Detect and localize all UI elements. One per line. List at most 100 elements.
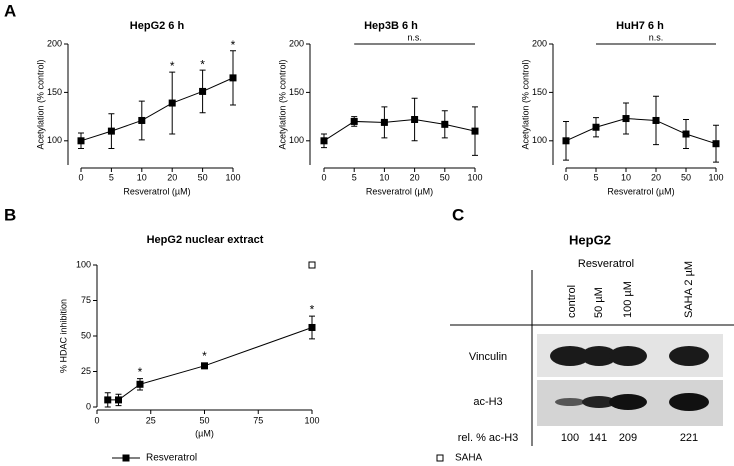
significance: * bbox=[231, 38, 236, 52]
y-tick-label: 150 bbox=[532, 87, 547, 97]
y-tick-label: 25 bbox=[81, 366, 91, 376]
line bbox=[80, 77, 234, 142]
x-tick-label: 0 bbox=[94, 415, 99, 425]
band bbox=[669, 346, 709, 366]
marker bbox=[136, 380, 144, 388]
y-tick-label: 100 bbox=[47, 135, 62, 145]
group-label: Resveratrol bbox=[578, 258, 634, 270]
marker bbox=[712, 140, 720, 148]
y-tick-label: 100 bbox=[76, 259, 91, 269]
row-label: ac-H3 bbox=[473, 396, 502, 408]
y-tick-label: 100 bbox=[289, 135, 304, 145]
x-tick-label: 100 bbox=[708, 172, 723, 182]
x-tick-label: 20 bbox=[651, 172, 661, 182]
marker bbox=[350, 117, 358, 125]
x-axis-label: (µM) bbox=[195, 428, 214, 438]
y-tick-label: 100 bbox=[532, 135, 547, 145]
marker bbox=[320, 137, 328, 145]
y-tick-label: 150 bbox=[289, 87, 304, 97]
quant-value: 100 bbox=[561, 432, 579, 444]
chart-title: HepG2 nuclear extract bbox=[147, 234, 264, 246]
x-tick-label: 5 bbox=[593, 172, 598, 182]
y-axis-label: Acetylation (% control) bbox=[520, 59, 530, 149]
x-tick-label: 0 bbox=[563, 172, 568, 182]
y-tick-label: 200 bbox=[289, 38, 304, 48]
significance: * bbox=[170, 59, 175, 73]
marker bbox=[380, 118, 388, 126]
x-tick-label: 50 bbox=[199, 415, 209, 425]
band bbox=[582, 396, 616, 408]
blot-title: HepG2 bbox=[569, 232, 611, 247]
y-tick-label: 50 bbox=[81, 330, 91, 340]
bracket-label: n.s. bbox=[649, 32, 664, 42]
significance: * bbox=[202, 349, 207, 363]
y-tick-label: 200 bbox=[47, 38, 62, 48]
marker bbox=[592, 123, 600, 131]
marker bbox=[229, 74, 237, 82]
y-tick-label: 75 bbox=[81, 295, 91, 305]
marker bbox=[115, 396, 122, 404]
marker bbox=[441, 120, 449, 128]
chart-title: Hep3B 6 h bbox=[364, 20, 418, 32]
panel-label: C bbox=[452, 205, 464, 224]
x-tick-label: 10 bbox=[137, 172, 147, 182]
x-tick-label: 10 bbox=[379, 172, 389, 182]
line bbox=[565, 118, 717, 145]
x-tick-label: 100 bbox=[225, 172, 240, 182]
marker bbox=[201, 362, 208, 370]
x-axis-label: Resveratrol (µM) bbox=[123, 186, 190, 196]
band bbox=[609, 346, 647, 366]
quant-value: 221 bbox=[680, 432, 698, 444]
x-tick-label: 75 bbox=[253, 415, 263, 425]
band bbox=[581, 346, 617, 366]
y-tick-label: 150 bbox=[47, 87, 62, 97]
chart-title: HuH7 6 h bbox=[616, 20, 664, 32]
lane-label: 50 µM bbox=[593, 287, 605, 318]
y-axis-label: % HDAC inhibition bbox=[58, 299, 68, 373]
x-tick-label: 5 bbox=[352, 172, 357, 182]
marker bbox=[471, 127, 479, 135]
legend-label: SAHA bbox=[455, 453, 483, 464]
x-tick-label: 10 bbox=[621, 172, 631, 182]
quant-label: rel. % ac-H3 bbox=[458, 432, 519, 444]
lane-label: control bbox=[566, 285, 578, 318]
marker bbox=[77, 137, 85, 145]
lane-label: SAHA 2 µM bbox=[683, 261, 695, 318]
panel-label: A bbox=[4, 1, 16, 20]
x-tick-label: 100 bbox=[467, 172, 482, 182]
marker bbox=[168, 99, 176, 107]
band bbox=[555, 398, 585, 406]
x-axis-label: Resveratrol (µM) bbox=[607, 186, 674, 196]
marker bbox=[104, 396, 112, 404]
legend-label: Resveratrol bbox=[146, 453, 197, 464]
y-axis-label: Acetylation (% control) bbox=[35, 59, 45, 149]
blot-panel: HepG2 Resveratrol control 50 µM 100 µM S… bbox=[450, 232, 734, 446]
x-tick-label: 100 bbox=[304, 415, 319, 425]
significance: * bbox=[138, 365, 143, 379]
marker bbox=[138, 116, 146, 124]
marker bbox=[682, 130, 690, 138]
chart-title: HepG2 6 h bbox=[130, 20, 185, 32]
marker bbox=[562, 137, 570, 145]
y-tick-label: 200 bbox=[532, 38, 547, 48]
line bbox=[323, 119, 476, 142]
legend-marker bbox=[122, 454, 130, 462]
marker bbox=[308, 261, 316, 269]
x-axis-label: Resveratrol (µM) bbox=[366, 186, 433, 196]
band bbox=[609, 394, 647, 410]
marker bbox=[107, 127, 115, 135]
row-label: Vinculin bbox=[469, 351, 507, 363]
x-tick-label: 5 bbox=[109, 172, 114, 182]
y-axis-label: Acetylation (% control) bbox=[277, 59, 287, 149]
y-tick-label: 0 bbox=[86, 401, 91, 411]
band bbox=[669, 393, 709, 411]
x-tick-label: 25 bbox=[146, 415, 156, 425]
x-tick-label: 20 bbox=[167, 172, 177, 182]
lane-label: 100 µM bbox=[622, 281, 634, 318]
band bbox=[550, 346, 590, 366]
bracket-label: n.s. bbox=[407, 32, 422, 42]
legend-marker bbox=[436, 454, 444, 462]
marker bbox=[308, 323, 316, 331]
marker bbox=[199, 87, 207, 95]
